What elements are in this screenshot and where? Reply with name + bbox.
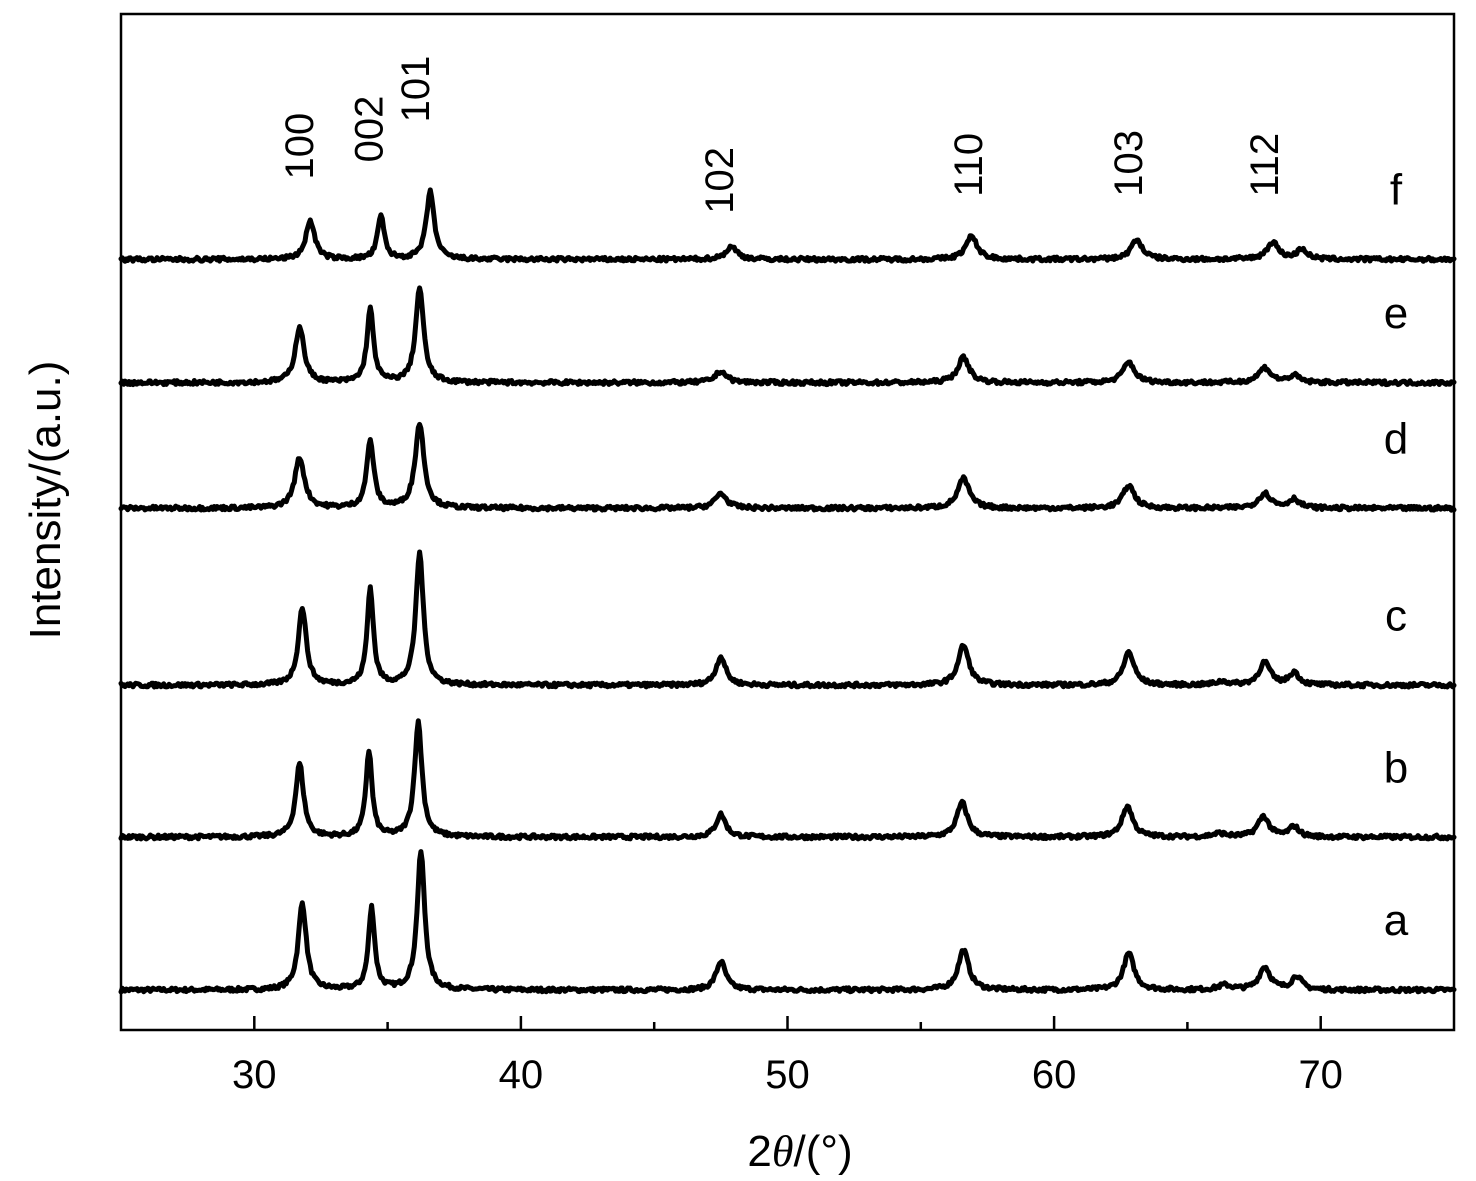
x-tick-label: 70: [1298, 1053, 1343, 1097]
trace-e: [118, 285, 1457, 388]
x-axis-title: 2θ/(°): [747, 1127, 852, 1176]
peak-label-103: 103: [1107, 130, 1151, 197]
y-axis-title: Intensity/(a.u.): [21, 361, 70, 640]
x-tick-label: 50: [765, 1053, 810, 1097]
x-axis-title-symbol: θ: [772, 1127, 794, 1176]
peak-label-110: 110: [947, 133, 991, 197]
trace-a: [118, 849, 1457, 995]
x-axis-title-suffix: /(°): [793, 1127, 852, 1176]
trace-d: [118, 421, 1457, 513]
peak-label-102: 102: [698, 147, 742, 214]
x-axis-title-prefix: 2: [747, 1127, 771, 1176]
curve-label-b: b: [1384, 743, 1408, 792]
curve-label-a: a: [1384, 896, 1409, 945]
curve-label-e: e: [1384, 289, 1408, 338]
trace-c: [118, 549, 1457, 690]
trace-f: [118, 187, 1457, 264]
curve-label-d: d: [1384, 415, 1408, 464]
x-tick-label: 60: [1032, 1053, 1077, 1097]
x-axis-tick-labels: 30 40 50 60 70: [232, 1053, 1343, 1097]
curve-label-c: c: [1385, 591, 1407, 640]
peak-label-101: 101: [394, 56, 438, 123]
peak-label-002: 002: [347, 96, 391, 163]
trace-b: [118, 718, 1457, 842]
curve-labels: a b c d e f: [1384, 166, 1409, 946]
peak-label-112: 112: [1243, 133, 1287, 197]
x-tick-label: 30: [232, 1053, 277, 1097]
curve-label-f: f: [1390, 166, 1403, 215]
x-tick-label: 40: [499, 1053, 544, 1097]
peak-label-100: 100: [278, 113, 322, 180]
x-axis-ticks: [253, 1016, 1322, 1030]
diffraction-traces: [118, 187, 1457, 995]
